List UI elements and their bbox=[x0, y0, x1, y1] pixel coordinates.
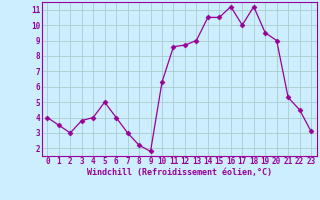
X-axis label: Windchill (Refroidissement éolien,°C): Windchill (Refroidissement éolien,°C) bbox=[87, 168, 272, 177]
